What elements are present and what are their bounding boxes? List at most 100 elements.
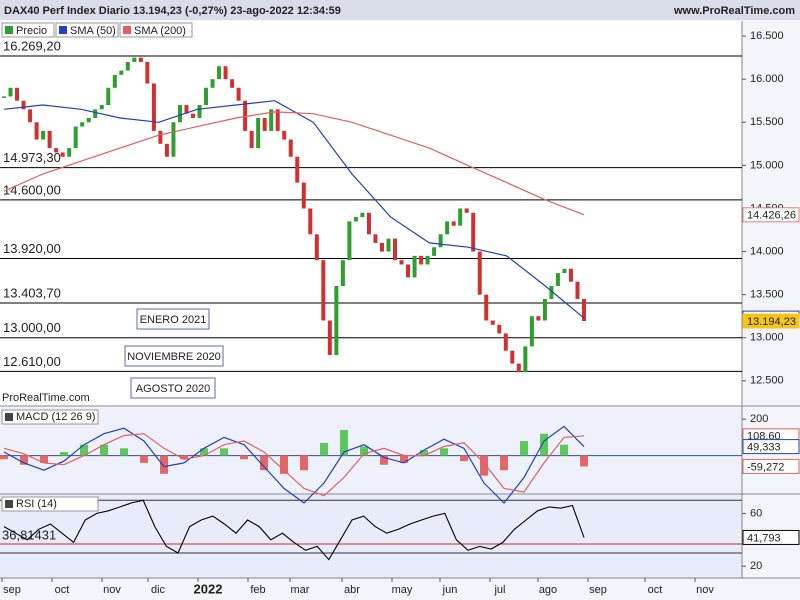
candle xyxy=(262,117,267,131)
candle xyxy=(360,212,365,218)
candle xyxy=(484,294,489,321)
candle xyxy=(2,96,6,98)
candle xyxy=(373,234,378,243)
candle xyxy=(406,264,411,278)
x-tick-label: nov xyxy=(696,584,714,596)
candle xyxy=(138,57,143,62)
candle xyxy=(549,286,554,299)
macd-line xyxy=(3,425,585,504)
legend-box xyxy=(119,22,193,38)
macd-line xyxy=(3,433,585,497)
candle xyxy=(184,105,189,114)
candle xyxy=(425,255,430,265)
candle xyxy=(510,350,515,364)
price-panel xyxy=(0,21,742,406)
candle xyxy=(21,100,26,110)
histogram-bar xyxy=(560,444,568,456)
candle xyxy=(327,320,332,355)
legend-box xyxy=(1,22,55,38)
candle xyxy=(536,316,541,321)
header-title: DAX40 Perf Index Diario 13.194,23 (-0,27… xyxy=(4,5,341,17)
candle xyxy=(445,221,450,235)
y-tick-label: 14.000 xyxy=(750,245,784,257)
annotation-box xyxy=(130,377,216,399)
candle xyxy=(321,260,326,321)
level-label: 12.610,00 xyxy=(3,354,61,369)
candle xyxy=(308,208,313,235)
histogram-bar xyxy=(140,455,148,463)
candle xyxy=(243,100,248,131)
histogram-bar xyxy=(340,430,348,456)
x-tick-label: mar xyxy=(291,584,310,596)
candle xyxy=(177,105,182,123)
level-label: 13.403,70 xyxy=(3,285,61,300)
legend-entry: SMA (50) xyxy=(70,25,116,37)
panel-title-icon xyxy=(5,413,13,421)
histogram-bar xyxy=(0,455,8,460)
candle xyxy=(347,221,352,261)
candle xyxy=(223,66,228,80)
panel-title-icon xyxy=(5,500,13,508)
candle xyxy=(275,109,280,131)
candle xyxy=(353,217,358,222)
x-tick-label: abr xyxy=(344,584,360,596)
x-tick-label: nov xyxy=(103,584,121,596)
candle xyxy=(210,79,215,88)
histogram-bar xyxy=(380,455,388,465)
watermark: ProRealTime.com xyxy=(2,392,90,404)
candle xyxy=(516,363,521,373)
candle xyxy=(145,61,150,84)
candle xyxy=(112,74,117,88)
histogram-bar xyxy=(180,455,188,460)
candle xyxy=(269,109,274,131)
histogram-bar xyxy=(520,441,528,456)
x-tick-label: may xyxy=(392,584,413,596)
x-tick-label: sep xyxy=(589,584,607,596)
candle xyxy=(562,268,567,274)
histogram-bar xyxy=(440,448,448,456)
histogram-bar xyxy=(420,450,428,456)
x-tick-label: 2022 xyxy=(194,581,223,596)
macd-panel xyxy=(0,408,742,493)
candle xyxy=(15,87,20,101)
candle xyxy=(217,66,222,80)
candle xyxy=(106,87,111,106)
candle xyxy=(529,316,534,347)
candle xyxy=(164,143,169,157)
y-tick-label: 15.000 xyxy=(750,159,784,171)
panel-title: RSI (14) xyxy=(16,498,57,510)
candle xyxy=(366,212,371,235)
x-tick-label: dic xyxy=(151,584,166,596)
candle xyxy=(399,260,404,265)
candle xyxy=(438,234,443,248)
legend-swatch xyxy=(123,26,131,34)
histogram-bar xyxy=(60,451,68,456)
legend-swatch xyxy=(5,26,13,34)
histogram-bar xyxy=(320,442,328,456)
candle xyxy=(542,298,547,321)
candle xyxy=(54,148,59,153)
candle xyxy=(80,122,85,127)
x-tick-label: oct xyxy=(648,584,663,596)
candle xyxy=(73,126,78,149)
price-tag-label: 41,793 xyxy=(747,532,781,544)
level-label: 16.269,20 xyxy=(3,38,61,53)
histogram-bar xyxy=(580,455,588,467)
histogram-bar xyxy=(360,446,368,456)
y-tick-label: 200 xyxy=(750,413,768,425)
histogram-bar xyxy=(200,448,208,456)
histogram-bar xyxy=(540,433,548,456)
candle xyxy=(60,152,65,157)
candle xyxy=(477,251,482,295)
candle xyxy=(340,260,345,287)
histogram-bar xyxy=(80,444,88,456)
candle xyxy=(379,242,384,252)
legend-entry: SMA (200) xyxy=(134,25,186,37)
histogram-bar xyxy=(100,444,108,456)
candle xyxy=(412,255,417,278)
candle xyxy=(451,221,456,226)
candle xyxy=(197,105,202,118)
x-tick-label: feb xyxy=(250,584,265,596)
price-tag xyxy=(742,529,800,545)
x-tick-label: ago xyxy=(539,584,557,596)
